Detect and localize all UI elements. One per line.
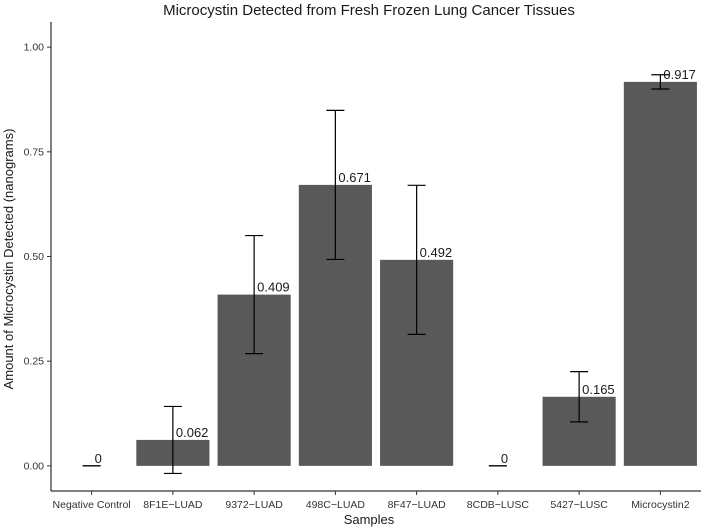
x-tick-label-4: 8F47−LUAD (388, 499, 446, 511)
y-tick-label-1: 0.25 (24, 356, 45, 368)
x-tick-label-5: 8CDB−LUSC (467, 499, 530, 511)
x-tick-label-1: 8F1E−LUAD (143, 499, 203, 511)
x-tick-label-3: 498C−LUAD (306, 499, 366, 511)
data-label-3: 0.671 (338, 170, 371, 185)
y-tick-label-3: 0.75 (24, 146, 45, 158)
y-tick-label-0: 0.00 (24, 460, 45, 472)
x-tick-label-7: Microcystin2 (631, 499, 690, 511)
x-axis-title: Samples (344, 512, 395, 527)
data-label-7: 0.917 (663, 67, 696, 82)
plot-area: 0 0.062 0.409 0.671 0.492 0 0.165 0.917 0.00 0.25… (24, 22, 701, 511)
data-label-6: 0.165 (582, 382, 615, 397)
y-tick-label-2: 0.50 (24, 251, 45, 263)
bar-7 (623, 81, 697, 466)
data-label-5: 0 (501, 451, 508, 466)
data-label-0: 0 (95, 451, 102, 466)
x-tick-label-2: 9372−LUAD (225, 499, 283, 511)
y-tick-label-4: 1.00 (24, 42, 45, 54)
x-tick-label-6: 5427−LUSC (550, 499, 608, 511)
data-label-1: 0.062 (176, 425, 209, 440)
chart-title: Microcystin Detected from Fresh Frozen L… (163, 2, 575, 19)
x-tick-label-0: Negative Control (53, 499, 131, 511)
y-axis-title: Amount of Microcystin Detected (nanogram… (1, 129, 16, 390)
data-label-4: 0.492 (420, 245, 453, 260)
data-label-2: 0.409 (257, 280, 290, 295)
